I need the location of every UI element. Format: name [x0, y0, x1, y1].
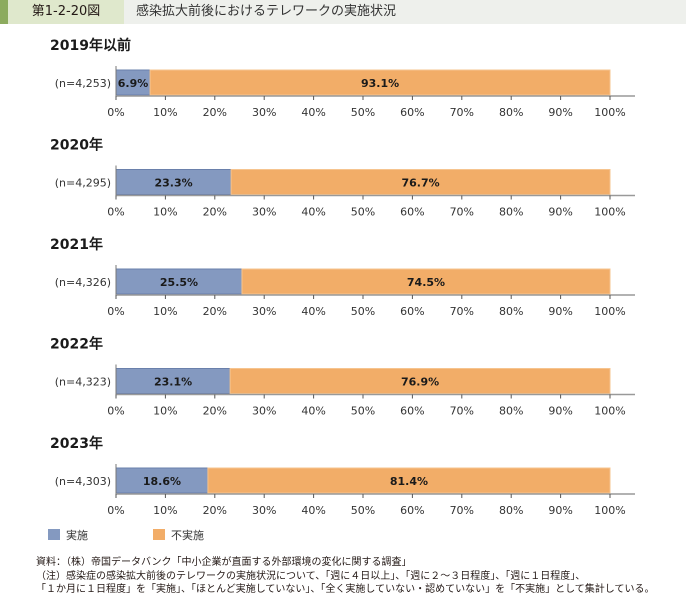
data-label-implemented: 25.5% — [160, 276, 198, 289]
source-note: 資料：（株）帝国データバンク「中小企業が直面する外部環境の変化に関する調査」 — [36, 557, 412, 568]
data-label-implemented: 23.3% — [154, 177, 192, 190]
data-label-not-implemented: 93.1% — [361, 77, 399, 90]
x-tick-label: 80% — [499, 405, 523, 418]
x-tick-label: 60% — [400, 106, 424, 119]
x-tick-label: 50% — [351, 405, 375, 418]
data-label-not-implemented: 76.7% — [401, 177, 439, 190]
x-tick-label: 100% — [594, 504, 625, 517]
x-tick-label: 80% — [499, 206, 523, 219]
legend-swatch-implemented — [48, 529, 60, 540]
header-accent-bar — [0, 0, 8, 24]
x-tick-label: 70% — [450, 504, 474, 517]
x-tick-label: 90% — [548, 106, 572, 119]
x-tick-label: 40% — [301, 405, 325, 418]
x-tick-label: 10% — [153, 405, 177, 418]
x-tick-label: 60% — [400, 504, 424, 517]
data-label-implemented: 18.6% — [143, 475, 181, 488]
x-tick-label: 20% — [203, 206, 227, 219]
x-tick-label: 60% — [400, 305, 424, 318]
legend-item-not-implemented: 不実施 — [153, 529, 204, 542]
x-tick-label: 40% — [301, 504, 325, 517]
x-tick-label: 10% — [153, 305, 177, 318]
x-tick-label: 20% — [203, 405, 227, 418]
figure-title: 感染拡大前後におけるテレワークの実施状況 — [136, 4, 397, 19]
x-tick-label: 40% — [301, 206, 325, 219]
x-tick-label: 10% — [153, 206, 177, 219]
bar-segment-not-implemented — [241, 268, 611, 295]
figure-header: 第1-2-20図 感染拡大前後におけるテレワークの実施状況 — [0, 0, 686, 24]
x-tick-label: 30% — [252, 405, 276, 418]
x-tick-label: 30% — [252, 106, 276, 119]
bar-segment-not-implemented — [149, 69, 611, 96]
sample-size-label: (n=4,295) — [55, 177, 111, 190]
panel-title: 2022年 — [50, 336, 103, 353]
x-tick-label: 100% — [594, 405, 625, 418]
x-tick-label: 80% — [499, 106, 523, 119]
data-label-implemented: 23.1% — [154, 376, 192, 389]
x-tick-label: 50% — [351, 206, 375, 219]
panel-title: 2023年 — [50, 435, 103, 452]
sample-size-label: (n=4,326) — [55, 276, 111, 289]
x-tick-label: 30% — [252, 504, 276, 517]
x-tick-label: 100% — [594, 305, 625, 318]
data-label-not-implemented: 81.4% — [390, 475, 428, 488]
x-tick-label: 60% — [400, 405, 424, 418]
x-tick-label: 0% — [107, 504, 124, 517]
legend-label-not-implemented: 不実施 — [171, 529, 204, 542]
x-tick-label: 60% — [400, 206, 424, 219]
x-tick-label: 30% — [252, 305, 276, 318]
data-label-not-implemented: 76.9% — [401, 376, 439, 389]
x-tick-label: 0% — [107, 305, 124, 318]
x-tick-label: 0% — [107, 405, 124, 418]
legend-label-implemented: 実施 — [66, 529, 88, 542]
x-tick-label: 90% — [548, 405, 572, 418]
x-tick-label: 90% — [548, 305, 572, 318]
data-label-implemented: 6.9% — [118, 77, 149, 90]
sample-size-label: (n=4,253) — [55, 77, 111, 90]
stacked-bar-chart: 2019年以前 (n=4,253) 6.9% 93.1% 0% 10% 20% 30% 40% 5… — [50, 37, 635, 517]
figure-number: 第1-2-20図 — [8, 0, 124, 24]
x-tick-label: 80% — [499, 504, 523, 517]
bar-segment-not-implemented — [229, 368, 611, 394]
panel-title: 2019年以前 — [50, 37, 131, 54]
x-tick-label: 90% — [548, 504, 572, 517]
x-tick-label: 20% — [203, 106, 227, 119]
x-tick-label: 90% — [548, 206, 572, 219]
panel-title: 2020年 — [50, 137, 103, 154]
x-tick-label: 50% — [351, 106, 375, 119]
x-tick-label: 10% — [153, 504, 177, 517]
x-tick-label: 50% — [351, 305, 375, 318]
data-label-not-implemented: 74.5% — [407, 276, 445, 289]
x-tick-label: 10% — [153, 106, 177, 119]
x-tick-label: 80% — [499, 305, 523, 318]
bar-segment-implemented — [115, 467, 209, 494]
x-tick-label: 20% — [203, 305, 227, 318]
x-tick-label: 40% — [301, 305, 325, 318]
x-tick-label: 50% — [351, 504, 375, 517]
x-tick-label: 70% — [450, 206, 474, 219]
x-tick-label: 0% — [107, 206, 124, 219]
sample-size-label: (n=4,303) — [55, 475, 111, 488]
x-tick-label: 70% — [450, 305, 474, 318]
sample-size-label: (n=4,323) — [55, 376, 111, 389]
x-tick-label: 70% — [450, 405, 474, 418]
x-tick-label: 100% — [594, 206, 625, 219]
x-tick-label: 30% — [252, 206, 276, 219]
note-line-1: （注）感染症の感染拡大前後のテレワークの実施状況について、「週に４日以上」、「週… — [36, 570, 586, 582]
x-tick-label: 70% — [450, 106, 474, 119]
legend-item-implemented: 実施 — [48, 529, 88, 542]
legend-swatch-not-implemented — [153, 529, 165, 540]
x-tick-label: 20% — [203, 504, 227, 517]
bar-segment-not-implemented — [207, 467, 611, 494]
x-tick-label: 0% — [107, 106, 124, 119]
bar-segment-not-implemented — [230, 169, 611, 195]
panel-title: 2021年 — [50, 236, 103, 253]
footnotes: 資料：（株）帝国データバンク「中小企業が直面する外部環境の変化に関する調査」 （… — [36, 556, 655, 597]
note-line-2: 「１か月に１日程度」を「実施」、「ほとんど実施していない」、「全く実施していない… — [36, 584, 655, 595]
x-tick-label: 100% — [594, 106, 625, 119]
x-tick-label: 40% — [301, 106, 325, 119]
